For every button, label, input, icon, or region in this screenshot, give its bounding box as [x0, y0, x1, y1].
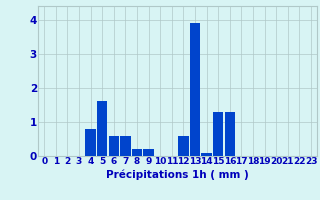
- Bar: [85, 129, 96, 156]
- Bar: [108, 136, 119, 156]
- Bar: [190, 23, 200, 156]
- Bar: [213, 112, 223, 156]
- Bar: [132, 149, 142, 156]
- Bar: [143, 149, 154, 156]
- Bar: [201, 153, 212, 156]
- Bar: [120, 136, 131, 156]
- Bar: [178, 136, 188, 156]
- Bar: [97, 101, 108, 156]
- X-axis label: Précipitations 1h ( mm ): Précipitations 1h ( mm ): [106, 169, 249, 180]
- Bar: [225, 112, 235, 156]
